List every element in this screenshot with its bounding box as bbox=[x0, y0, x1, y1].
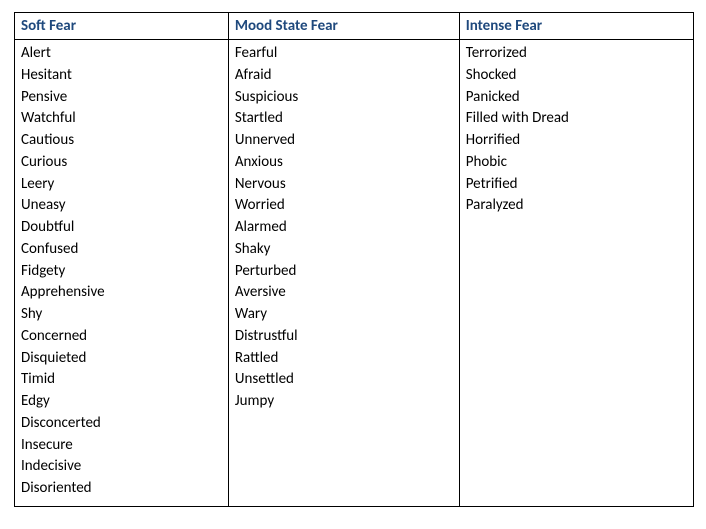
col-header-soft-fear: Soft Fear bbox=[15, 13, 229, 40]
list-item: Leery bbox=[21, 174, 222, 196]
list-item: Disquieted bbox=[21, 348, 222, 370]
list-item: Panicked bbox=[466, 87, 687, 109]
list-item: Edgy bbox=[21, 391, 222, 413]
list-item: Alert bbox=[21, 43, 222, 65]
list-item: Disoriented bbox=[21, 478, 222, 500]
list-item: Disconcerted bbox=[21, 413, 222, 435]
list-item: Curious bbox=[21, 152, 222, 174]
list-item: Uneasy bbox=[21, 195, 222, 217]
list-item: Anxious bbox=[235, 152, 453, 174]
list-item: Worried bbox=[235, 195, 453, 217]
list-item: Hesitant bbox=[21, 65, 222, 87]
list-item: Unnerved bbox=[235, 130, 453, 152]
list-item: Aversive bbox=[235, 282, 453, 304]
list-item: Timid bbox=[21, 369, 222, 391]
list-item: Startled bbox=[235, 108, 453, 130]
list-item: Horrified bbox=[466, 130, 687, 152]
list-item: Confused bbox=[21, 239, 222, 261]
list-item: Shocked bbox=[466, 65, 687, 87]
list-item: Distrustful bbox=[235, 326, 453, 348]
list-item: Shaky bbox=[235, 239, 453, 261]
list-item: Afraid bbox=[235, 65, 453, 87]
list-item: Filled with Dread bbox=[466, 108, 687, 130]
list-item: Fearful bbox=[235, 43, 453, 65]
fear-table: Soft Fear Mood State Fear Intense Fear A… bbox=[14, 12, 694, 507]
col-header-mood-state-fear: Mood State Fear bbox=[228, 13, 459, 40]
list-item: Suspicious bbox=[235, 87, 453, 109]
list-item: Pensive bbox=[21, 87, 222, 109]
list-item: Alarmed bbox=[235, 217, 453, 239]
list-item: Indecisive bbox=[21, 456, 222, 478]
list-item: Paralyzed bbox=[466, 195, 687, 217]
col-header-intense-fear: Intense Fear bbox=[459, 13, 693, 40]
list-item: Shy bbox=[21, 304, 222, 326]
cell-mood-state-fear: FearfulAfraidSuspiciousStartledUnnervedA… bbox=[228, 40, 459, 507]
list-item: Perturbed bbox=[235, 261, 453, 283]
list-item: Apprehensive bbox=[21, 282, 222, 304]
cell-intense-fear: TerrorizedShockedPanickedFilled with Dre… bbox=[459, 40, 693, 507]
list-item: Nervous bbox=[235, 174, 453, 196]
list-item: Jumpy bbox=[235, 391, 453, 413]
list-item: Watchful bbox=[21, 108, 222, 130]
list-item: Phobic bbox=[466, 152, 687, 174]
list-item: Rattled bbox=[235, 348, 453, 370]
cell-soft-fear: AlertHesitantPensiveWatchfulCautiousCuri… bbox=[15, 40, 229, 507]
list-item: Unsettled bbox=[235, 369, 453, 391]
list-item: Doubtful bbox=[21, 217, 222, 239]
list-item: Wary bbox=[235, 304, 453, 326]
body-row: AlertHesitantPensiveWatchfulCautiousCuri… bbox=[15, 40, 694, 507]
header-row: Soft Fear Mood State Fear Intense Fear bbox=[15, 13, 694, 40]
list-item: Fidgety bbox=[21, 261, 222, 283]
list-item: Insecure bbox=[21, 435, 222, 457]
list-item: Terrorized bbox=[466, 43, 687, 65]
list-item: Petrified bbox=[466, 174, 687, 196]
list-item: Cautious bbox=[21, 130, 222, 152]
list-item: Concerned bbox=[21, 326, 222, 348]
